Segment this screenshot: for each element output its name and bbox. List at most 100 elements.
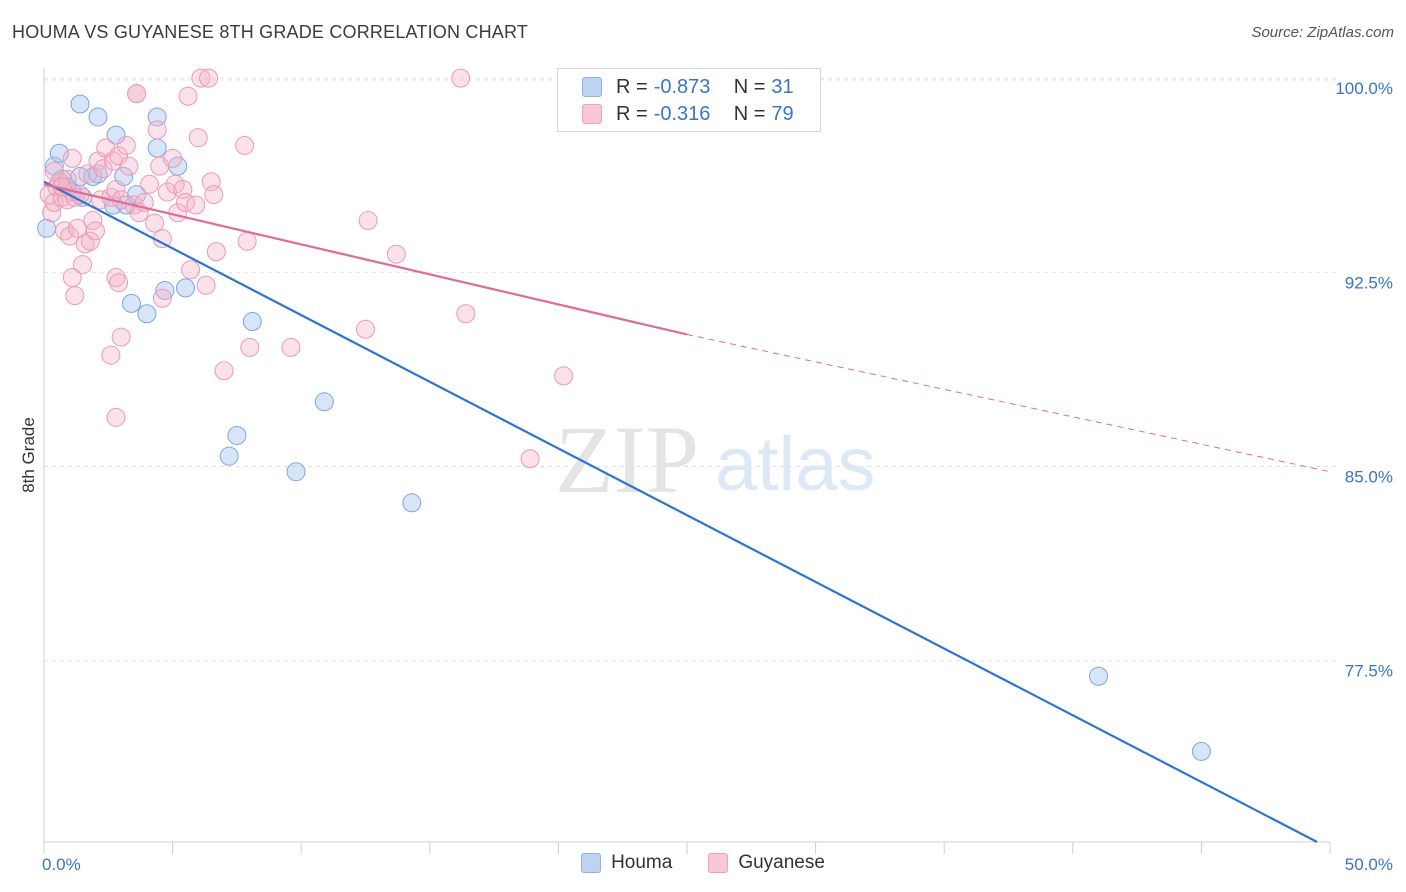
guyanese-point (62, 148, 82, 168)
houma-point (286, 462, 306, 482)
houma-point (49, 143, 69, 163)
chart-title: HOUMA VS GUYANESE 8TH GRADE CORRELATION … (12, 22, 529, 42)
houma-point (314, 392, 334, 412)
y-tick-label: 100.0% (1335, 79, 1393, 98)
guyanese-point (111, 327, 131, 347)
y-axis-label: 8th Grade (19, 417, 38, 493)
guyanese-point (235, 135, 255, 155)
y-tick-label: 77.5% (1345, 662, 1393, 681)
guyanese-point (106, 268, 126, 288)
legend-row-houma: R = -0.873 N = 31 (582, 74, 794, 100)
guyanese-point (62, 268, 82, 288)
x-tick-label: 0.0% (42, 855, 81, 874)
houma-point (402, 493, 422, 513)
guyanese-point (127, 84, 147, 104)
houma-point (121, 293, 141, 313)
guyanese-point (78, 164, 98, 184)
guyanese-point (139, 174, 159, 194)
tick-labels: 100.0% 92.5% 85.0% 77.5% 0.0% 50.0% (42, 79, 1393, 874)
houma-point (106, 125, 126, 145)
guyanese-point (147, 120, 167, 140)
guyanese-point (65, 286, 85, 306)
guyanese-point (181, 260, 201, 280)
legend-row-guyanese: R = -0.316 N = 79 (582, 101, 794, 127)
guyanese-point (60, 226, 80, 246)
houma-point (147, 138, 167, 158)
series-legend-houma: Houma (581, 852, 672, 874)
guyanese-point (356, 319, 375, 339)
houma-point (137, 304, 157, 324)
guyanese-point (157, 182, 177, 202)
grid-lines (44, 77, 1340, 662)
guyanese-point (196, 275, 216, 295)
legend-n-houma: 31 (771, 75, 794, 98)
guyanese-point (85, 221, 105, 241)
houma-point (227, 425, 247, 445)
legend-r-guyanese: -0.316 (653, 102, 711, 125)
legend-n-label: N = (733, 102, 766, 125)
houma-point (147, 107, 167, 127)
series-swatch-houma (581, 853, 602, 873)
guyanese-point (109, 146, 129, 166)
guyanese-point (152, 288, 172, 308)
guyanese-point (145, 213, 165, 233)
guyanese-point (109, 273, 129, 293)
legend-r-houma: -0.873 (653, 75, 711, 98)
guyanese-point (456, 304, 476, 324)
guyanese-point (281, 337, 301, 357)
houma-point (83, 167, 103, 187)
guyanese-point (178, 86, 198, 106)
watermark: ZIP atlas (555, 406, 876, 513)
guyanese-point (119, 156, 139, 176)
x-tick-label: 50.0% (1345, 855, 1393, 874)
houma-point (88, 164, 108, 184)
guyanese-point (75, 234, 95, 254)
guyanese-point (106, 179, 126, 199)
guyanese-point (237, 231, 257, 251)
trend-lines (43, 180, 1331, 843)
guyanese-point (204, 185, 224, 205)
houma-point (1191, 741, 1211, 761)
guyanese-point (386, 244, 406, 264)
guyanese-point (93, 159, 113, 179)
houma-point (88, 107, 108, 127)
series-legend: Houma Guyanese (0, 852, 1406, 874)
guyanese-point (554, 366, 574, 386)
houma-point (219, 446, 239, 466)
guyanese-point (116, 135, 136, 155)
guyanese-point (451, 68, 471, 88)
houma-point (175, 278, 195, 298)
guyanese-point (186, 195, 206, 215)
series-legend-guyanese: Guyanese (708, 852, 825, 874)
chart-source: Source: ZipAtlas.com (1251, 24, 1394, 41)
legend-r-label: R = (616, 75, 648, 98)
guyanese-trend-line (43, 183, 688, 336)
houma-point (70, 94, 90, 114)
watermark-zip: ZIP (555, 406, 699, 513)
guyanese-point (163, 148, 183, 168)
guyanese-point (73, 255, 93, 275)
guyanese-point (358, 211, 378, 231)
guyanese-point (101, 345, 121, 365)
legend-n-label: N = (733, 75, 766, 98)
legend-n-guyanese: 79 (771, 102, 794, 125)
guyanese-point (199, 68, 219, 88)
data-points (37, 68, 1211, 761)
guyanese-point (106, 407, 126, 427)
houma-point (1089, 666, 1109, 686)
guyanese-point (520, 449, 540, 469)
legend-swatch-guyanese (582, 104, 602, 124)
houma-trend-line (43, 180, 1318, 843)
guyanese-point (214, 361, 234, 381)
guyanese-point (206, 242, 226, 262)
houma-point (155, 280, 175, 300)
guyanese-point (191, 68, 211, 88)
series-name-houma: Houma (611, 852, 673, 873)
guyanese-point (80, 231, 100, 251)
legend-box: R = -0.873 N = 31 R = -0.316 N = 79 (557, 68, 821, 132)
axes (43, 68, 1331, 854)
y-tick-label: 92.5% (1345, 273, 1393, 292)
watermark-atlas: atlas (715, 422, 876, 507)
series-swatch-guyanese (708, 853, 729, 873)
